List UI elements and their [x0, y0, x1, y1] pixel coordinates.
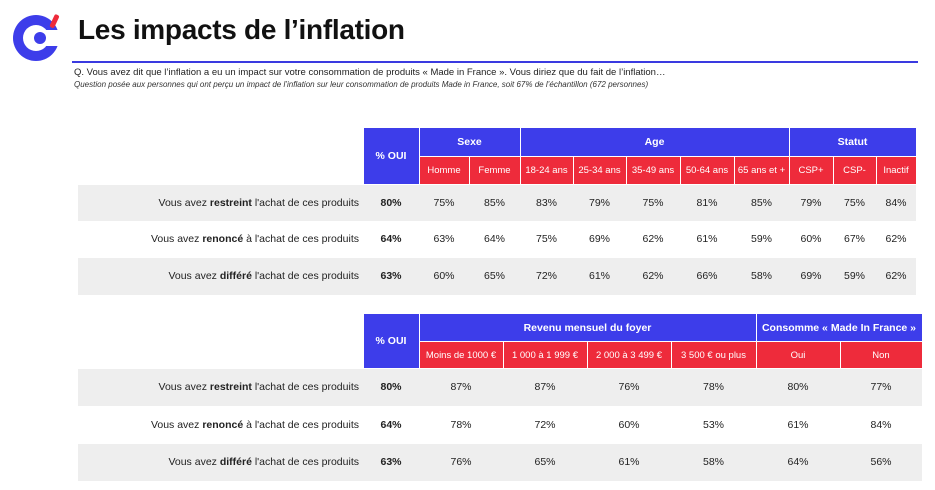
table-cell: 65% — [503, 443, 587, 481]
row-label: Vous avez restreint l'achat de ces produ… — [78, 184, 363, 221]
table-cell: 69% — [588, 233, 610, 245]
table-cell: 59% — [750, 233, 772, 245]
column-header: CSP- — [832, 156, 877, 185]
column-header: Moins de 1000 € — [418, 341, 504, 369]
table-cell: 62% — [885, 233, 907, 245]
table-row: Vous avez différé l'achat de ces produit… — [78, 443, 922, 481]
table-cell: 59% — [833, 257, 876, 295]
column-header: 50-64 ans — [679, 156, 735, 185]
table-cell: 58% — [671, 443, 756, 481]
table-cell: 63% — [433, 233, 455, 245]
table-cell: 72% — [534, 418, 556, 431]
logo-icon — [13, 14, 66, 61]
table-row: Vous avez restreint l'achat de ces produ… — [78, 368, 922, 406]
table-cell: 69% — [789, 257, 833, 295]
pct-oui-header: % OUI — [362, 313, 420, 369]
table-cell: 64% — [483, 233, 505, 245]
table-cell: 75% — [419, 184, 469, 221]
table-row: Vous avez différé l'achat de ces produit… — [78, 257, 916, 295]
column-header: 65 ans et + — [733, 156, 790, 185]
row-label: Vous avez différé l'achat de ces produit… — [78, 257, 363, 295]
page-title: Les impacts de l’inflation — [78, 14, 405, 45]
pct-oui-cell: 63% — [363, 257, 419, 295]
column-header: 25-34 ans — [572, 156, 627, 185]
group-header-sexe: Sexe — [418, 127, 521, 157]
table-row: Vous avez renoncé à l'achat de ces produ… — [78, 221, 916, 258]
column-header: CSP+ — [788, 156, 834, 185]
table-cell: 78% — [450, 418, 472, 431]
column-header: Femme — [468, 156, 521, 185]
pct-oui-cell: 63% — [363, 443, 419, 481]
column-header: 1 000 à 1 999 € — [502, 341, 588, 369]
row-label: Vous avez différé l'achat de ces produit… — [78, 443, 363, 481]
table-cell: 84% — [876, 184, 916, 221]
table-cell: 87% — [419, 368, 503, 406]
row-label: Vous avez restreint l'achat de ces produ… — [78, 368, 363, 406]
table-cell: 78% — [671, 368, 756, 406]
group-header-statut: Statut — [788, 127, 917, 157]
table-cell: 62% — [642, 233, 664, 245]
empty-corner — [78, 127, 363, 157]
table-cell: 65% — [469, 257, 520, 295]
column-header: 3 500 € ou plus — [670, 341, 757, 369]
table-demographics: % OUI Sexe Age Statut Homme Femme 18-24 … — [78, 127, 917, 295]
table-cell: 60% — [618, 418, 640, 431]
title-rule — [72, 61, 918, 63]
pct-oui-cell: 80% — [363, 368, 419, 406]
pct-oui-header: % OUI — [362, 127, 420, 185]
table-cell: 79% — [789, 184, 833, 221]
table-cell: 60% — [800, 233, 822, 245]
table-cell: 85% — [734, 184, 789, 221]
table-cell: 61% — [787, 418, 809, 431]
column-header: 2 000 à 3 499 € — [586, 341, 672, 369]
table-income: % OUI Revenu mensuel du foyer Consomme «… — [78, 313, 923, 481]
table-row: Vous avez renoncé à l'achat de ces produ… — [78, 406, 922, 444]
group-header-revenu: Revenu mensuel du foyer — [418, 313, 757, 342]
column-header: 35-49 ans — [625, 156, 681, 185]
table-cell: 81% — [680, 184, 734, 221]
table-cell: 72% — [520, 257, 573, 295]
pct-oui-cell: 64% — [380, 233, 402, 245]
column-header: Non — [839, 341, 923, 369]
column-header: 18-24 ans — [519, 156, 574, 185]
table-cell: 58% — [734, 257, 789, 295]
table-cell: 61% — [696, 233, 718, 245]
table-cell: 75% — [833, 184, 876, 221]
table-cell: 64% — [756, 443, 840, 481]
table-cell: 62% — [876, 257, 916, 295]
question-text: Q. Vous avez dit que l’inflation a eu un… — [74, 67, 666, 78]
table-cell: 75% — [626, 184, 680, 221]
row-label: Vous avez renoncé à l'achat de ces produ… — [150, 418, 359, 431]
question-note: Question posée aux personnes qui ont per… — [74, 80, 649, 89]
table-cell: 61% — [587, 443, 671, 481]
pct-oui-cell: 80% — [363, 184, 419, 221]
row-label: Vous avez renoncé à l'achat de ces produ… — [150, 233, 359, 245]
table-cell: 56% — [840, 443, 922, 481]
column-header: Oui — [755, 341, 841, 369]
empty-corner — [78, 313, 363, 342]
table-cell: 79% — [573, 184, 626, 221]
column-header: Homme — [418, 156, 470, 185]
table-cell: 62% — [626, 257, 680, 295]
table-cell: 77% — [840, 368, 922, 406]
table-cell: 60% — [419, 257, 469, 295]
table-cell: 87% — [503, 368, 587, 406]
table-cell: 84% — [870, 418, 892, 431]
column-header: Inactif — [875, 156, 917, 185]
table-cell: 85% — [469, 184, 520, 221]
table-cell: 83% — [520, 184, 573, 221]
table-cell: 76% — [419, 443, 503, 481]
pct-oui-cell: 64% — [380, 418, 402, 431]
group-header-made-in-france: Consomme « Made In France » — [755, 313, 923, 342]
table-cell: 75% — [535, 233, 557, 245]
table-row: Vous avez restreint l'achat de ces produ… — [78, 184, 916, 221]
table-cell: 61% — [573, 257, 626, 295]
table-cell: 66% — [680, 257, 734, 295]
table-cell: 76% — [587, 368, 671, 406]
table-cell: 67% — [843, 233, 865, 245]
table-cell: 53% — [702, 418, 724, 431]
group-header-age: Age — [519, 127, 790, 157]
table-cell: 80% — [756, 368, 840, 406]
